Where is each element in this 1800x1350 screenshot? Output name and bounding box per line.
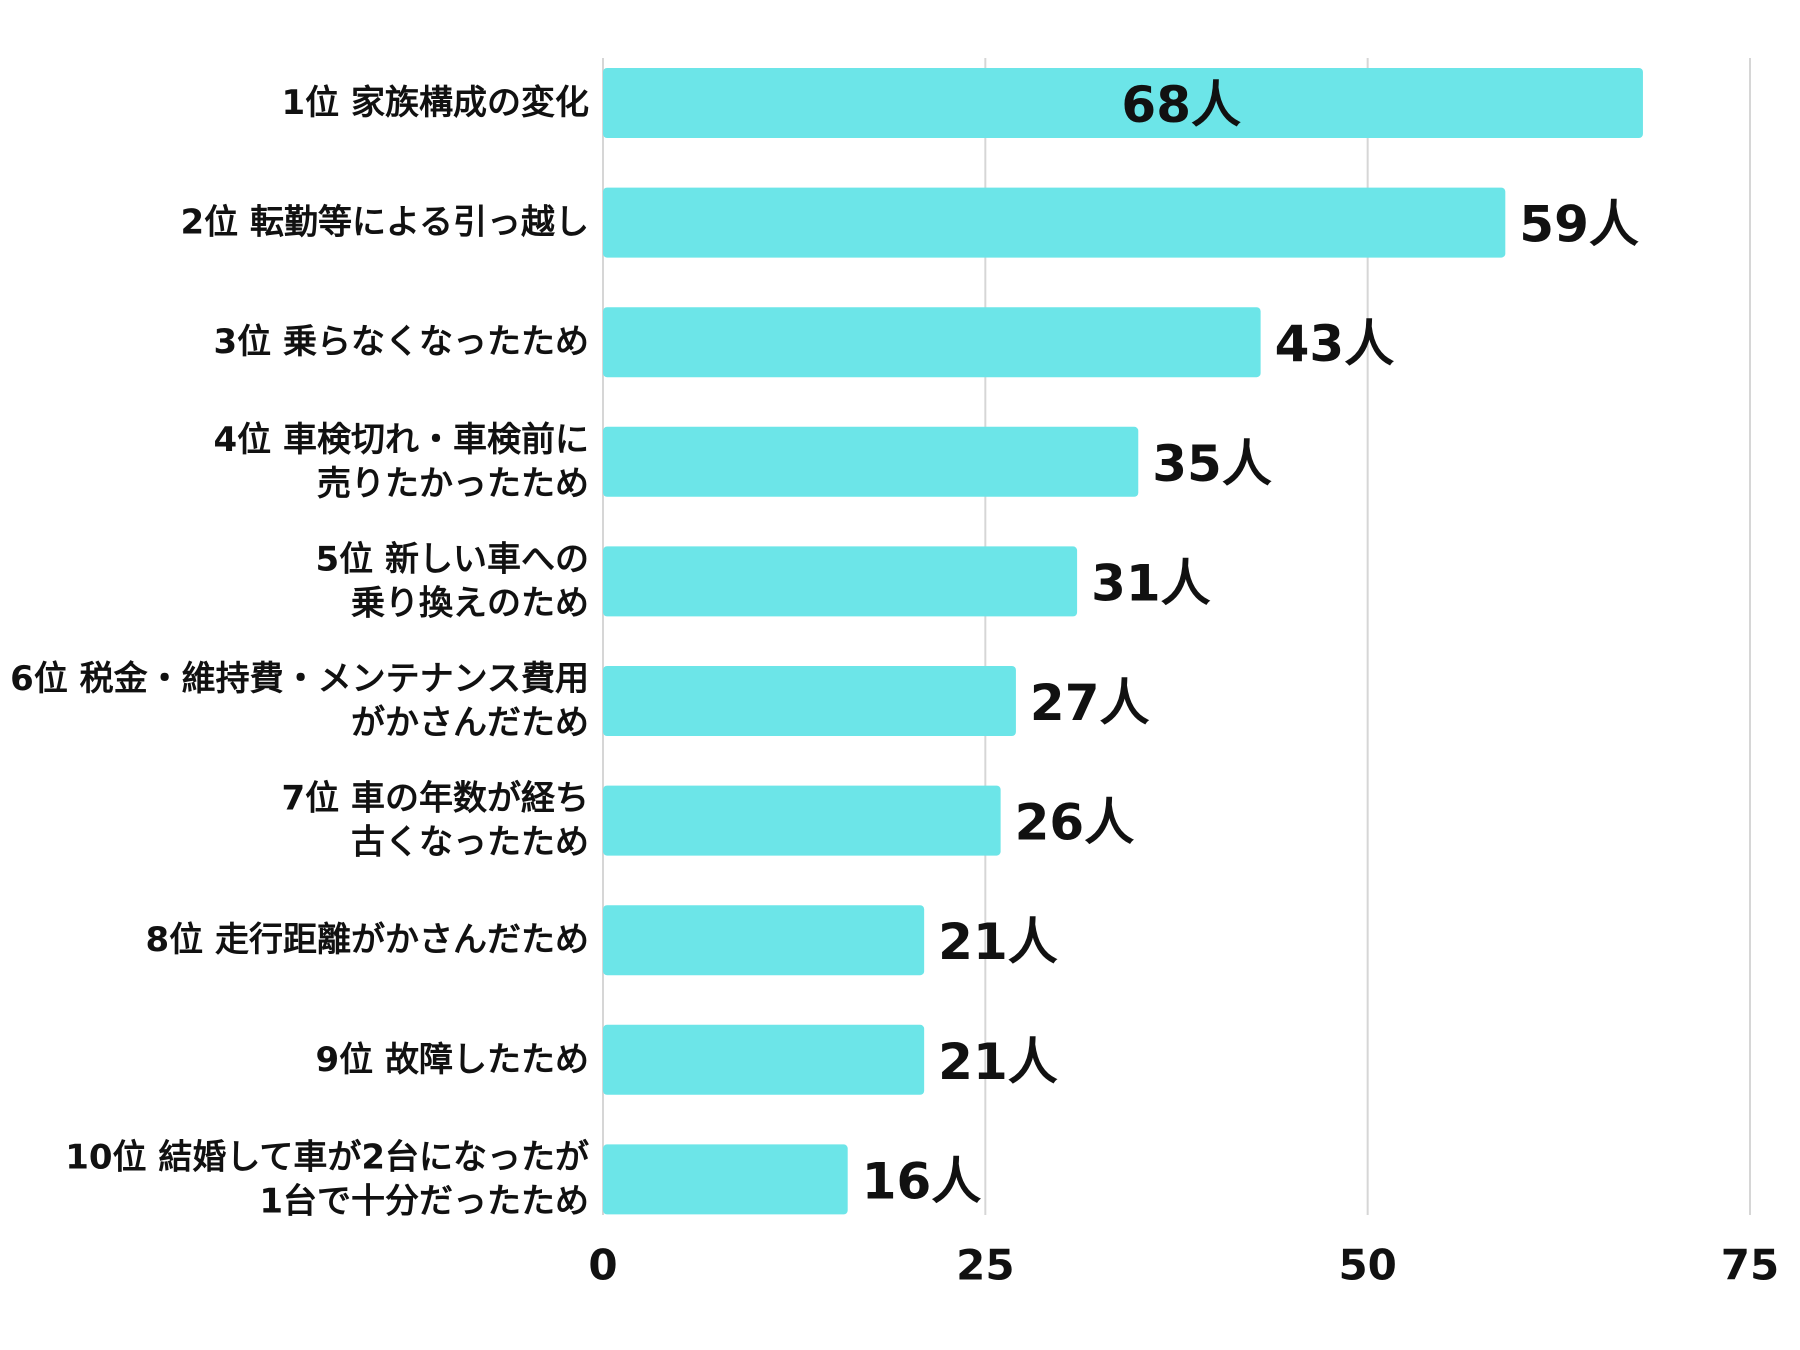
bar-10 bbox=[603, 1144, 848, 1215]
category-label-line: 売りたかったため bbox=[317, 464, 589, 504]
tick-label-50: 50 bbox=[1338, 1241, 1396, 1290]
category-label-line: 5位 新しい車への bbox=[316, 539, 590, 579]
data-label-3: 43人 bbox=[1275, 315, 1395, 373]
category-label-8: 8位 走行距離がかさんだため bbox=[146, 920, 590, 960]
category-label-line: 1台で十分だったため bbox=[259, 1181, 589, 1221]
category-label-6: 6位 税金・維持費・メンテナンス費用がかさんだため bbox=[10, 659, 589, 743]
category-label-line: がかさんだため bbox=[351, 703, 589, 743]
data-label-8: 21人 bbox=[938, 913, 1058, 971]
tick-label-25: 25 bbox=[956, 1241, 1014, 1290]
bar-7 bbox=[603, 785, 1001, 856]
data-label-2: 59人 bbox=[1519, 196, 1639, 254]
data-label-7: 26人 bbox=[1015, 794, 1135, 852]
category-label-4: 4位 車検切れ・車検前に売りたかったため bbox=[214, 420, 590, 504]
tick-label-0: 0 bbox=[588, 1241, 617, 1290]
bar-5 bbox=[603, 546, 1078, 617]
bar-2 bbox=[603, 187, 1506, 258]
label-layer: 1位 家族構成の変化 68人 2位 転勤等による引っ越し 59人 3位 乗らなくなったた… bbox=[10, 76, 1639, 1221]
tick-label-75: 75 bbox=[1721, 1241, 1779, 1290]
bar-1 bbox=[603, 68, 1643, 138]
tick-layer: 0 25 50 75 bbox=[588, 1241, 1779, 1290]
category-label-10: 10位 結婚して車が2台になったが 1台で十分だったため bbox=[65, 1137, 589, 1221]
category-label-9: 9位 故障したため bbox=[316, 1040, 590, 1080]
category-label-line: 6位 税金・維持費・メンテナンス費用 bbox=[10, 659, 589, 699]
category-label-line: 7位 車の年数が経ち bbox=[282, 779, 590, 819]
category-label-line: 古くなったため bbox=[351, 823, 589, 863]
category-label-line: 8位 走行距離がかさんだため bbox=[146, 920, 590, 960]
category-label-line: 乗り換えのため bbox=[351, 583, 589, 623]
category-label-line: 10位 結婚して車が2台になったが bbox=[65, 1137, 589, 1177]
category-label-1: 1位 家族構成の変化 bbox=[282, 83, 590, 123]
data-label-5: 31人 bbox=[1091, 554, 1211, 612]
data-label-10: 16人 bbox=[862, 1152, 982, 1210]
bar-3 bbox=[603, 307, 1261, 378]
bar-6 bbox=[603, 666, 1016, 736]
data-label-4: 35人 bbox=[1152, 435, 1272, 493]
bar-9 bbox=[603, 1024, 925, 1095]
bar-layer bbox=[603, 68, 1643, 1215]
category-label-3: 3位 乗らなくなったため bbox=[214, 322, 590, 362]
category-label-line: 2位 転勤等による引っ越し bbox=[181, 203, 589, 243]
category-label-7: 7位 車の年数が経ち古くなったため bbox=[282, 779, 590, 863]
bar-4 bbox=[603, 426, 1139, 497]
category-label-line: 4位 車検切れ・車検前に bbox=[214, 420, 590, 460]
bar-8 bbox=[603, 905, 925, 976]
category-label-line: 9位 故障したため bbox=[316, 1040, 590, 1080]
category-label-5: 5位 新しい車への乗り換えのため bbox=[316, 539, 590, 623]
data-label-1: 68人 bbox=[1121, 76, 1241, 134]
data-label-6: 27人 bbox=[1030, 674, 1150, 732]
data-label-9: 21人 bbox=[938, 1033, 1058, 1091]
category-label-2: 2位 転勤等による引っ越し bbox=[181, 203, 589, 243]
category-label-line: 3位 乗らなくなったため bbox=[214, 322, 590, 362]
category-label-line: 1位 家族構成の変化 bbox=[282, 83, 590, 123]
